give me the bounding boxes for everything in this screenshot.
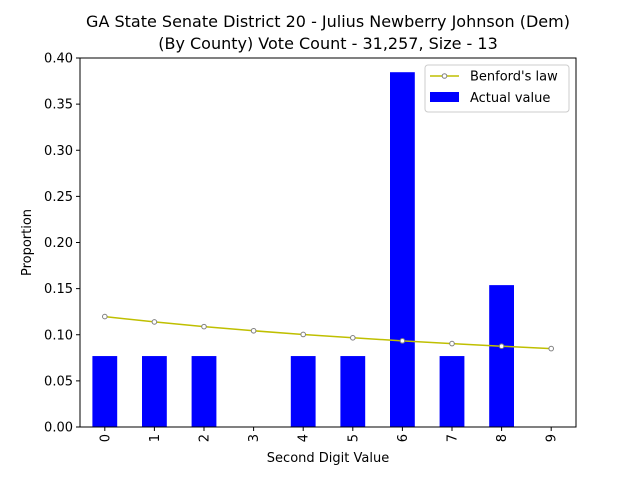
x-tick-label: 2 (198, 434, 213, 442)
x-tick-label: 5 (346, 434, 361, 442)
x-axis-label: Second Digit Value (267, 451, 389, 466)
y-tick-label: 0.25 (44, 190, 73, 205)
x-tick-label: 7 (446, 434, 461, 442)
benford-point-6 (399, 338, 406, 344)
y-tick-label: 0.20 (44, 236, 73, 251)
legend-label-benford: Benford's law (470, 70, 558, 85)
x-tick-label: 0 (98, 434, 113, 442)
legend-bar-swatch (430, 92, 459, 102)
y-tick-label: 0.30 (44, 144, 73, 159)
bar-6 (390, 72, 415, 428)
x-tick-label: 4 (297, 434, 312, 442)
legend-box (424, 64, 570, 113)
benford-line-group (102, 313, 555, 352)
benford-point-8 (498, 343, 505, 349)
bars-group (92, 72, 514, 428)
legend-line-marker (441, 73, 448, 79)
y-tick-label: 0.15 (44, 282, 73, 297)
benford-point-4 (300, 331, 307, 338)
bar-8 (489, 285, 514, 427)
y-axis: 0.00 0.05 0.10 0.15 0.20 0.25 0.30 0.35 0.40 (44, 52, 80, 436)
y-tick-label: 0.10 (44, 328, 73, 343)
bar-0 (92, 356, 118, 427)
y-tick-label: 0.35 (44, 98, 73, 113)
x-tick-label: 6 (396, 434, 411, 442)
chart-title-line2: (By County) Vote Count - 31,257, Size - … (158, 34, 498, 53)
y-tick-label: 0.05 (44, 374, 73, 389)
x-tick-label: 8 (495, 434, 510, 442)
bar-7 (439, 356, 465, 427)
x-tick-label: 9 (545, 434, 560, 442)
x-tick-label: 3 (247, 434, 262, 442)
legend-label-actual: Actual value (470, 91, 550, 106)
x-tick-label: 1 (148, 434, 163, 442)
benford-point-9 (548, 345, 555, 352)
bar-4 (290, 356, 316, 427)
benford-point-3 (250, 327, 257, 334)
legend: Benford's law Actual value (424, 64, 570, 113)
benford-point-5 (350, 334, 356, 341)
x-axis: 0 1 2 3 4 5 6 7 8 9 (98, 427, 560, 442)
bar-2 (191, 356, 217, 427)
y-tick-label: 0.00 (44, 421, 73, 436)
chart-title-line1: GA State Senate District 20 - Julius New… (86, 12, 570, 31)
benford-line (104, 315, 552, 350)
bar-5 (340, 356, 366, 427)
y-tick-label: 0.40 (44, 52, 73, 67)
benford-point-7 (449, 340, 455, 347)
benford-point-2 (201, 323, 207, 330)
benford-point-1 (151, 319, 158, 325)
bar-1 (142, 356, 167, 427)
y-axis-label: Proportion (20, 209, 35, 276)
benford-point-0 (102, 313, 108, 320)
